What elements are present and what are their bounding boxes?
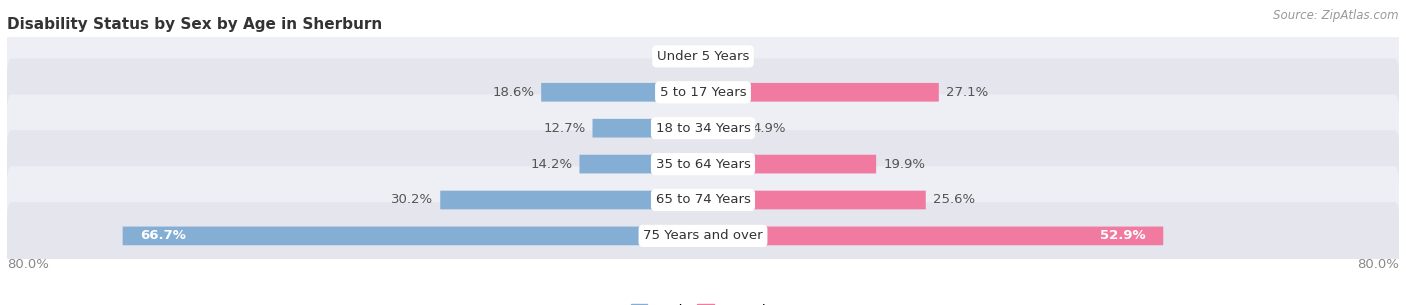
Text: 25.6%: 25.6%	[932, 193, 974, 206]
Text: 80.0%: 80.0%	[7, 258, 49, 271]
FancyBboxPatch shape	[541, 83, 703, 102]
Text: 19.9%: 19.9%	[883, 158, 925, 170]
FancyBboxPatch shape	[7, 23, 1399, 90]
FancyBboxPatch shape	[703, 155, 876, 174]
Text: 52.9%: 52.9%	[1101, 229, 1146, 242]
Text: 5 to 17 Years: 5 to 17 Years	[659, 86, 747, 99]
FancyBboxPatch shape	[579, 155, 703, 174]
Text: 18.6%: 18.6%	[492, 86, 534, 99]
FancyBboxPatch shape	[703, 119, 745, 138]
Text: 0.0%: 0.0%	[716, 50, 749, 63]
Text: 66.7%: 66.7%	[141, 229, 186, 242]
Text: 14.2%: 14.2%	[530, 158, 572, 170]
Legend: Male, Female: Male, Female	[626, 298, 780, 305]
FancyBboxPatch shape	[703, 191, 925, 209]
Text: Source: ZipAtlas.com: Source: ZipAtlas.com	[1274, 9, 1399, 22]
FancyBboxPatch shape	[7, 202, 1399, 270]
FancyBboxPatch shape	[7, 59, 1399, 126]
Text: 30.2%: 30.2%	[391, 193, 433, 206]
Text: 35 to 64 Years: 35 to 64 Years	[655, 158, 751, 170]
Text: 12.7%: 12.7%	[543, 122, 585, 135]
Text: 80.0%: 80.0%	[1357, 258, 1399, 271]
Text: Disability Status by Sex by Age in Sherburn: Disability Status by Sex by Age in Sherb…	[7, 17, 382, 32]
FancyBboxPatch shape	[7, 130, 1399, 198]
Text: 65 to 74 Years: 65 to 74 Years	[655, 193, 751, 206]
Text: 18 to 34 Years: 18 to 34 Years	[655, 122, 751, 135]
FancyBboxPatch shape	[7, 166, 1399, 234]
Text: Under 5 Years: Under 5 Years	[657, 50, 749, 63]
Text: 0.0%: 0.0%	[657, 50, 690, 63]
Text: 75 Years and over: 75 Years and over	[643, 229, 763, 242]
FancyBboxPatch shape	[703, 227, 1163, 245]
FancyBboxPatch shape	[122, 227, 703, 245]
FancyBboxPatch shape	[592, 119, 703, 138]
Text: 4.9%: 4.9%	[752, 122, 786, 135]
FancyBboxPatch shape	[7, 95, 1399, 162]
FancyBboxPatch shape	[440, 191, 703, 209]
Text: 27.1%: 27.1%	[946, 86, 988, 99]
FancyBboxPatch shape	[703, 83, 939, 102]
